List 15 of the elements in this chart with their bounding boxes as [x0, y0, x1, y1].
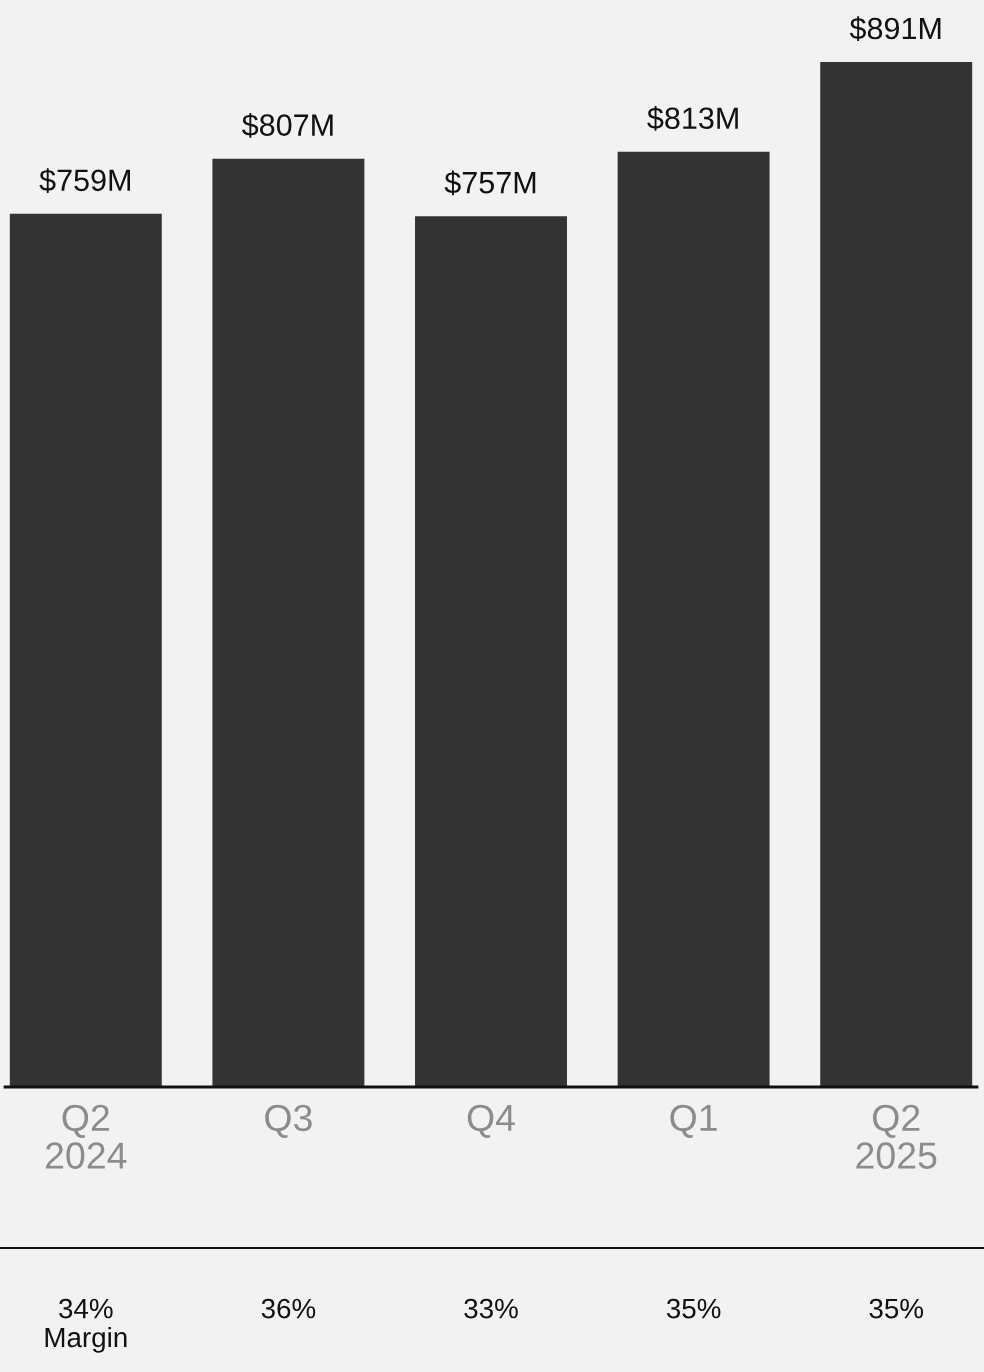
x-tick-label: Q3	[265, 1104, 312, 1138]
data-label: $759M	[39, 168, 130, 193]
text: 35%	[869, 1298, 924, 1319]
text: 34% Margin	[45, 1298, 127, 1353]
x-tick-label: Q4	[467, 1104, 515, 1138]
data-label: $757M	[444, 170, 536, 196]
data-label: $807M	[242, 113, 333, 138]
data-label: $813M	[647, 106, 738, 131]
text: 35%	[666, 1298, 721, 1319]
x-tick-label: Q1	[670, 1104, 717, 1138]
x-tick-label: Q2 2024	[45, 1104, 127, 1169]
data-label: $891M	[849, 16, 941, 42]
text: 36%	[261, 1298, 316, 1319]
text: 33%	[464, 1298, 518, 1319]
x-tick-label: Q2 2025	[856, 1104, 937, 1169]
